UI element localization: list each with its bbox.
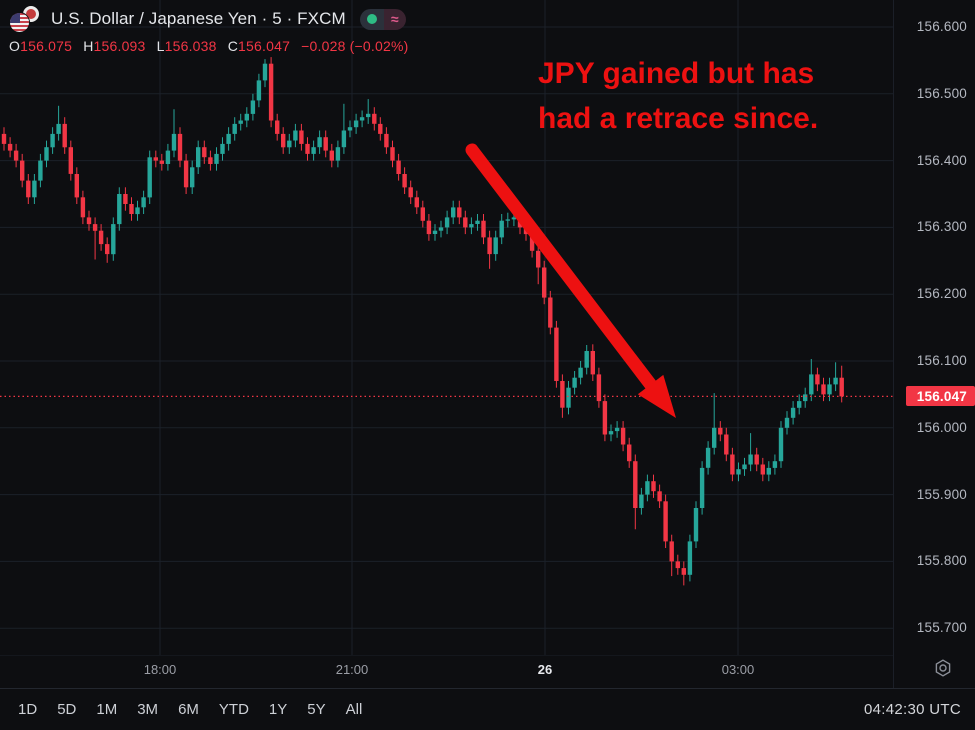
last-price-tag: 156.047 xyxy=(906,386,975,407)
price-axis-label: 156.300 xyxy=(916,219,967,235)
price-axis[interactable]: 156.047 156.600 156.500 156.400 156.300 156.… xyxy=(893,0,975,688)
range-button-all[interactable]: All xyxy=(336,697,373,722)
price-axis-label: 156.100 xyxy=(916,353,967,368)
low-label: L xyxy=(156,38,165,54)
close-value: 156.047 xyxy=(238,38,291,54)
chart-pane[interactable] xyxy=(0,0,893,688)
time-axis-label: 21:00 xyxy=(335,662,369,677)
toolbar-separator xyxy=(0,688,975,689)
price-axis-label: 155.800 xyxy=(916,553,967,569)
bottom-toolbar: 1D 5D 1M 3M 6M YTD 1Y 5Y All 04:42:30 UTC xyxy=(0,689,975,730)
range-button-1m[interactable]: 1M xyxy=(86,697,127,722)
high-value: 156.093 xyxy=(93,38,146,54)
price-axis-label: 156.500 xyxy=(916,85,967,101)
approx-data-icon: ≈ xyxy=(383,8,406,30)
axis-settings-icon[interactable] xyxy=(931,656,955,680)
ohlc-readout: O156.075 H156.093 L156.038 C156.047 −0.0… xyxy=(9,38,408,54)
market-status-pill[interactable]: ≈ xyxy=(359,8,406,30)
currency-pair-flags-icon xyxy=(8,5,41,33)
price-axis-label: 156.600 xyxy=(916,19,967,34)
us-flag-icon xyxy=(10,13,29,32)
price-axis-label: 155.900 xyxy=(916,486,967,502)
change-value: −0.028 (−0.02%) xyxy=(301,38,409,54)
range-button-1y[interactable]: 1Y xyxy=(259,697,297,722)
annotation-text[interactable]: JPY gained but has had a retrace since. xyxy=(538,51,818,141)
close-label: C xyxy=(227,38,239,54)
symbol-header[interactable]: U.S. Dollar / Japanese Yen · 5 · FXCM ≈ xyxy=(8,5,406,33)
time-axis[interactable]: 18:00 21:00 26 03:00 xyxy=(0,655,893,689)
high-label: H xyxy=(83,38,94,54)
range-button-5d[interactable]: 5D xyxy=(47,697,86,722)
annotation-line-2: had a retrace since. xyxy=(538,102,819,135)
price-axis-label: 156.000 xyxy=(916,419,967,435)
symbol-title[interactable]: U.S. Dollar / Japanese Yen · 5 · FXCM xyxy=(51,9,346,28)
range-buttons: 1D 5D 1M 3M 6M YTD 1Y 5Y All xyxy=(8,697,372,722)
clock-utc[interactable]: 04:42:30 UTC xyxy=(864,701,961,718)
range-button-6m[interactable]: 6M xyxy=(168,697,209,722)
range-button-5y[interactable]: 5Y xyxy=(297,697,335,722)
price-axis-label: 155.700 xyxy=(916,620,967,636)
annotation-line-1: JPY gained but has xyxy=(538,57,815,90)
market-open-dot-icon xyxy=(366,14,377,24)
time-axis-label: 03:00 xyxy=(721,662,755,677)
range-button-3m[interactable]: 3M xyxy=(127,697,168,722)
low-value: 156.038 xyxy=(164,38,217,54)
price-axis-label: 156.400 xyxy=(916,152,967,168)
range-button-ytd[interactable]: YTD xyxy=(209,697,259,722)
open-value: 156.075 xyxy=(20,38,73,54)
open-label: O xyxy=(9,38,21,54)
market-open-dot-wrap xyxy=(359,8,384,30)
range-button-1d[interactable]: 1D xyxy=(8,697,47,722)
price-axis-label: 156.200 xyxy=(916,286,967,302)
time-axis-label: 26 xyxy=(537,662,553,677)
time-axis-label: 18:00 xyxy=(143,662,177,677)
